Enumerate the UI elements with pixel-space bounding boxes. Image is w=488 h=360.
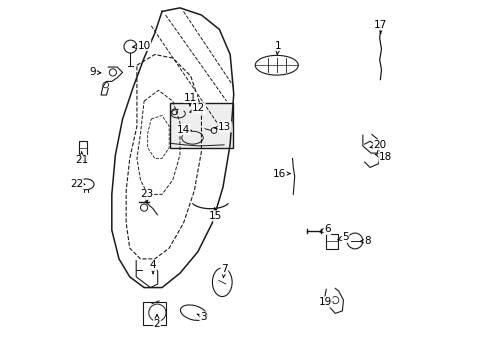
Text: 5: 5: [337, 232, 348, 242]
Text: 16: 16: [272, 168, 289, 179]
Text: 6: 6: [319, 225, 330, 234]
Text: 17: 17: [373, 20, 386, 33]
Text: 12: 12: [189, 103, 205, 113]
Text: 18: 18: [374, 152, 391, 162]
Bar: [79, 141, 86, 159]
Text: 10: 10: [132, 41, 150, 50]
Text: 14: 14: [177, 125, 191, 135]
Text: 2: 2: [153, 315, 160, 329]
Text: 19: 19: [318, 297, 332, 307]
Text: 21: 21: [75, 152, 88, 165]
Text: 13: 13: [214, 122, 231, 132]
Text: 11: 11: [183, 93, 196, 106]
Text: 22: 22: [70, 179, 85, 189]
Bar: [142, 302, 166, 325]
Text: 7: 7: [221, 264, 227, 278]
Text: 3: 3: [197, 312, 206, 322]
Text: 1: 1: [274, 41, 281, 54]
FancyBboxPatch shape: [170, 103, 233, 148]
Text: 20: 20: [369, 140, 386, 150]
Bar: [325, 234, 337, 249]
Text: 9: 9: [90, 67, 101, 77]
Text: 15: 15: [209, 208, 222, 221]
Text: 23: 23: [140, 189, 153, 203]
Text: 8: 8: [360, 236, 370, 246]
Text: 4: 4: [149, 260, 156, 274]
